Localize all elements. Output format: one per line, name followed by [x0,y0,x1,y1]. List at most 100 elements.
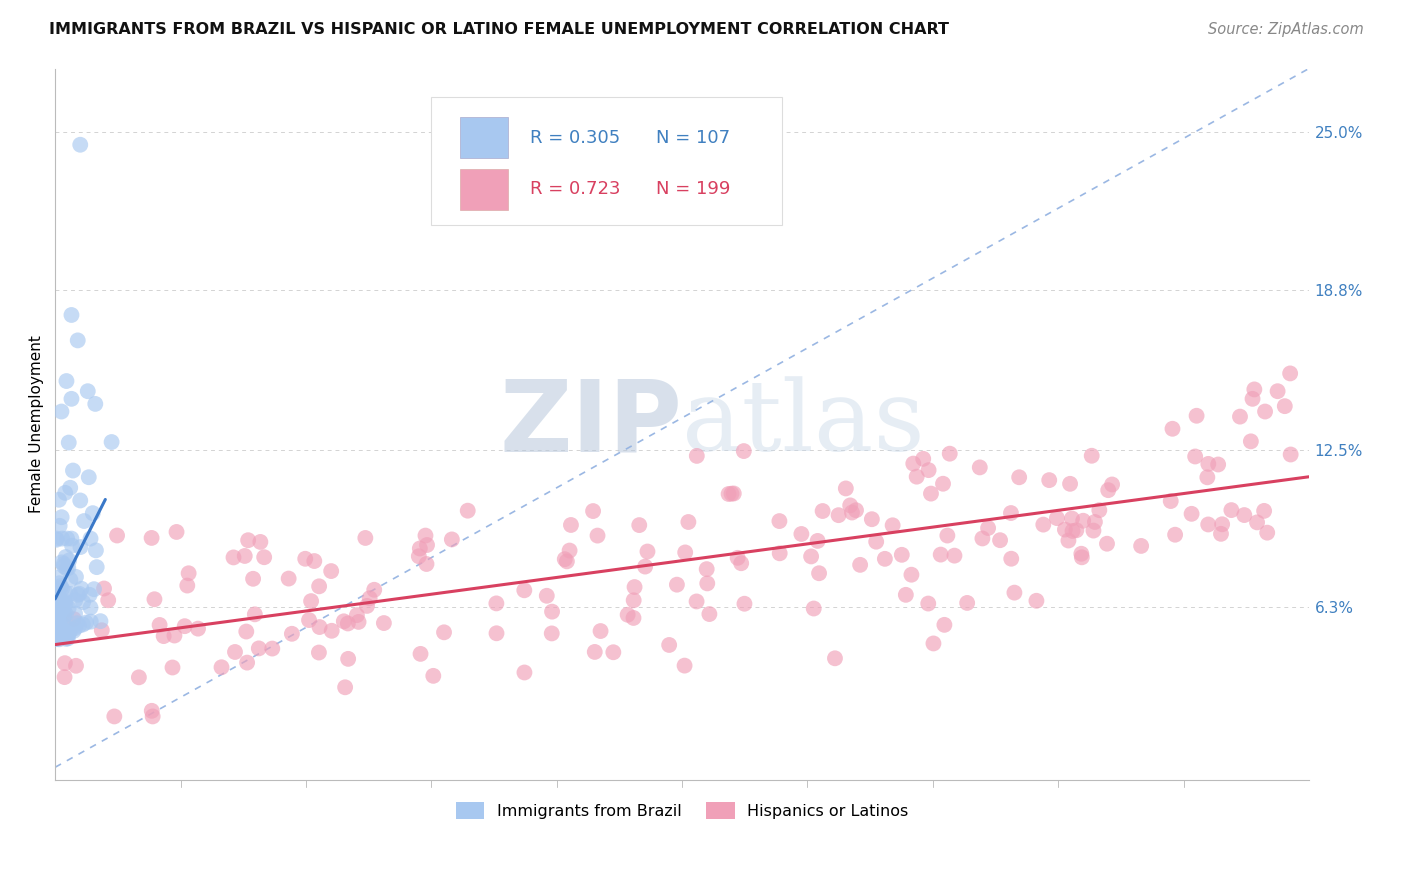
Point [84,543,107,558]
Point [686,449,709,463]
Point [75,615,97,630]
Point [972,532,994,546]
Point [1206,458,1229,472]
Point [554,552,576,566]
Point [45,628,67,642]
Point [48,623,70,637]
Point [1220,503,1243,517]
Point [45,570,67,584]
Point [48,632,70,647]
Point [236,533,259,548]
Point [685,594,707,608]
Point [485,596,508,610]
Point [790,527,813,541]
Point [45,594,67,608]
Point [409,647,432,661]
Point [52,557,75,571]
Point [803,601,825,615]
Point [932,476,955,491]
Point [67,618,90,632]
Point [1185,409,1208,423]
Point [224,645,246,659]
Point [49,620,72,634]
Point [1097,483,1119,498]
Point [84,397,107,411]
Point [60,392,83,406]
Point [602,645,624,659]
Point [52,603,75,617]
Point [541,605,564,619]
Point [485,626,508,640]
Point [730,556,752,570]
Point [356,599,378,613]
Point [1059,476,1081,491]
Point [143,592,166,607]
Point [51,597,73,611]
Point [321,564,343,578]
Point [723,486,745,500]
Point [53,585,76,599]
Point [890,548,912,562]
Point [83,582,105,597]
Point [733,444,755,458]
Point [917,597,939,611]
Point [920,486,942,500]
Point [45,632,67,646]
Point [1279,448,1302,462]
Point [66,588,89,602]
Point [696,562,718,576]
Point [58,561,80,575]
Point [45,599,67,614]
Point [304,554,326,568]
Point [628,518,651,533]
Point [51,510,73,524]
Point [46,599,69,613]
Point [1071,514,1094,528]
Point [56,532,79,546]
Point [1032,517,1054,532]
Point [623,593,645,607]
Y-axis label: Female Unemployment: Female Unemployment [30,335,44,513]
Point [346,608,368,623]
Point [53,670,76,684]
Point [1095,537,1118,551]
Point [513,583,536,598]
Point [53,486,76,500]
Point [699,607,721,621]
Point [67,587,90,601]
Point [162,660,184,674]
Point [333,615,356,629]
Point [800,549,823,564]
Point [60,308,83,322]
Point [905,469,928,483]
Point [865,534,887,549]
Point [1130,539,1153,553]
Point [860,512,883,526]
Point [62,464,84,478]
Point [583,645,606,659]
Point [79,600,101,615]
Point [540,626,562,640]
FancyBboxPatch shape [460,169,508,211]
Point [51,626,73,640]
Point [922,636,945,650]
Point [513,665,536,680]
Point [1000,506,1022,520]
Point [70,582,93,596]
Point [55,561,77,575]
Point [294,551,316,566]
Point [73,514,96,528]
Point [457,504,479,518]
Text: IMMIGRANTS FROM BRAZIL VS HISPANIC OR LATINO FEMALE UNEMPLOYMENT CORRELATION CHA: IMMIGRANTS FROM BRAZIL VS HISPANIC OR LA… [49,22,949,37]
Point [299,594,322,608]
Point [211,660,233,674]
Point [917,463,939,477]
Point [45,532,67,546]
Point [51,594,73,608]
Point [53,618,76,632]
Point [253,550,276,565]
Point [1161,422,1184,436]
Point [90,624,112,638]
Point [845,503,868,517]
Point [536,589,558,603]
